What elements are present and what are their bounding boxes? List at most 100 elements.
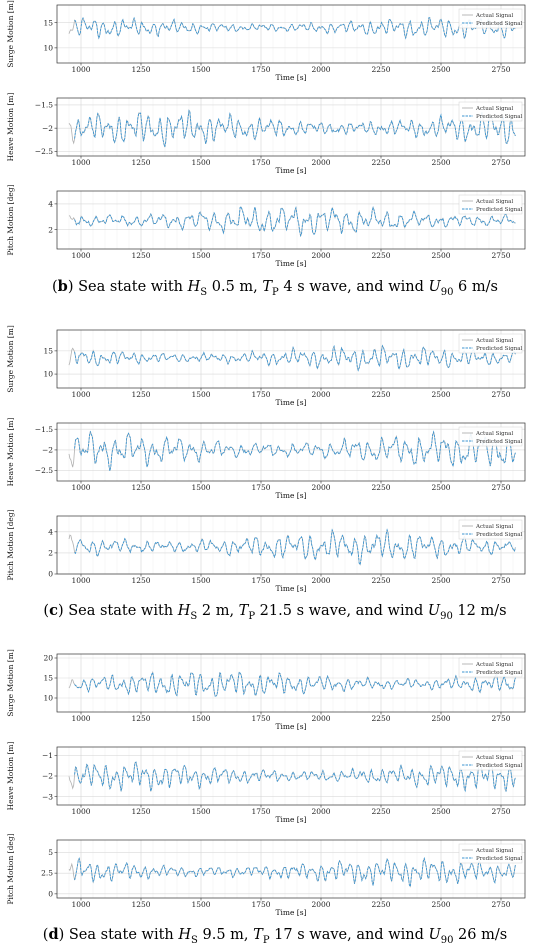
y-tick-label: 0	[48, 889, 53, 898]
x-tick-label: 2000	[311, 251, 330, 260]
x-axis-label: Time [s]	[275, 73, 306, 82]
legend-box	[458, 843, 523, 864]
x-tick-label: 1250	[131, 714, 150, 723]
x-tick-label: 1250	[131, 807, 150, 816]
legend-box	[458, 8, 523, 29]
x-tick-label: 2500	[431, 483, 450, 492]
series-predicted-signal	[74, 430, 516, 471]
legend-label-predicted: Predicted Signal	[476, 763, 523, 769]
y-tick-label: 15	[43, 674, 53, 683]
x-tick-label: 2750	[491, 65, 510, 74]
chart-panel-b-2: 1000 1250 1500 1750 2000 2250 2500 2750 −2.5 −2 −1…	[6, 93, 526, 175]
x-tick-label: 2500	[431, 807, 450, 816]
chart-panel-d-2: 1000 1250 1500 1750 2000 2250 2500 2750 −3 −2 −1 He…	[6, 742, 526, 824]
x-tick-label: 2000	[311, 900, 330, 909]
x-tick-label: 1000	[71, 714, 90, 723]
x-tick-label: 2000	[311, 714, 330, 723]
legend-box	[458, 750, 523, 771]
x-tick-label: 1750	[251, 158, 270, 167]
chart-panel-b-1: 1000 1250 1500 1750 2000 2250 2500 2750 10 15 Surg…	[6, 0, 526, 82]
plot-frame	[56, 746, 526, 806]
y-tick-label: −2.5	[35, 466, 53, 475]
x-tick-label: 2250	[371, 714, 390, 723]
legend-box	[458, 101, 523, 122]
plot-frame	[56, 839, 526, 899]
y-axis-label: Heave Motion [m]	[6, 742, 15, 811]
x-tick-label: 2500	[431, 65, 450, 74]
x-tick-label: 1250	[131, 576, 150, 585]
x-tick-label: 1000	[71, 390, 90, 399]
x-tick-label: 1000	[71, 807, 90, 816]
y-tick-label: 10	[43, 694, 53, 703]
x-tick-label: 2250	[371, 900, 390, 909]
y-tick-label: 10	[43, 43, 53, 52]
legend-label-predicted: Predicted Signal	[476, 346, 523, 352]
x-tick-label: 2500	[431, 576, 450, 585]
x-axis-label: Time [s]	[275, 908, 306, 917]
y-tick-label: −2	[42, 446, 53, 455]
caption-d: (d) Sea state with HS 9.5 m, TP 17 s wav…	[42, 926, 508, 946]
x-tick-label: 2750	[491, 158, 510, 167]
y-tick-label: 15	[43, 18, 53, 27]
y-axis-label: Pitch Motion [deg]	[6, 184, 15, 255]
y-tick-label: 4	[48, 199, 53, 208]
x-tick-label: 1500	[191, 900, 210, 909]
x-axis-label: Time [s]	[275, 815, 306, 824]
x-tick-label: 1750	[251, 483, 270, 492]
x-tick-label: 1250	[131, 483, 150, 492]
legend-label-actual: Actual Signal	[475, 13, 513, 19]
x-tick-label: 2000	[311, 576, 330, 585]
x-tick-label: 1750	[251, 390, 270, 399]
legend-label-actual: Actual Signal	[475, 848, 513, 854]
y-tick-label: 2	[48, 225, 53, 234]
x-tick-label: 2250	[371, 158, 390, 167]
x-tick-label: 1000	[71, 483, 90, 492]
series-actual-signal	[68, 857, 516, 888]
x-tick-label: 1000	[71, 251, 90, 260]
x-tick-label: 2500	[431, 251, 450, 260]
x-tick-label: 2750	[491, 900, 510, 909]
x-tick-label: 1250	[131, 65, 150, 74]
y-tick-label: −2	[42, 124, 53, 133]
x-tick-label: 2500	[431, 900, 450, 909]
legend-label-predicted: Predicted Signal	[476, 670, 523, 676]
x-tick-label: 2250	[371, 576, 390, 585]
y-axis-label: Pitch Motion [deg]	[6, 509, 15, 580]
x-axis-label: Time [s]	[275, 398, 306, 407]
legend-label-actual: Actual Signal	[475, 662, 513, 668]
x-tick-label: 1250	[131, 900, 150, 909]
x-tick-label: 1500	[191, 714, 210, 723]
y-tick-label: −3	[42, 792, 53, 801]
x-tick-label: 2750	[491, 390, 510, 399]
legend-label-actual: Actual Signal	[475, 755, 513, 761]
legend-label-actual: Actual Signal	[475, 106, 513, 112]
x-tick-label: 2250	[371, 390, 390, 399]
legend-label-predicted: Predicted Signal	[476, 856, 523, 862]
legend-label-predicted: Predicted Signal	[476, 21, 523, 27]
x-tick-label: 1000	[71, 65, 90, 74]
series-actual-signal	[68, 430, 516, 471]
x-tick-label: 1500	[191, 390, 210, 399]
x-tick-label: 1250	[131, 251, 150, 260]
caption-c: (c) Sea state with HS 2 m, TP 21.5 s wav…	[43, 602, 507, 622]
x-axis-label: Time [s]	[275, 491, 306, 500]
legend-label-predicted: Predicted Signal	[476, 207, 523, 213]
x-tick-label: 1500	[191, 65, 210, 74]
x-tick-label: 2000	[311, 807, 330, 816]
chart-panel-c-1: 1000 1250 1500 1750 2000 2250 2500 2750 10 15 Surg…	[6, 325, 526, 407]
x-tick-label: 2250	[371, 251, 390, 260]
x-tick-label: 1250	[131, 158, 150, 167]
y-axis-label: Surge Motion [m]	[6, 0, 15, 68]
x-tick-label: 2250	[371, 483, 390, 492]
x-tick-label: 2000	[311, 158, 330, 167]
x-tick-label: 1500	[191, 483, 210, 492]
legend-box	[458, 194, 523, 215]
y-axis-label: Surge Motion [m]	[6, 325, 15, 393]
plot-frame	[56, 4, 526, 64]
y-tick-label: 15	[43, 346, 53, 355]
plot-frame	[56, 190, 526, 250]
y-tick-label: −1	[42, 751, 53, 760]
x-tick-label: 1750	[251, 714, 270, 723]
plot-frame	[56, 422, 526, 482]
series-predicted-signal	[74, 205, 516, 237]
